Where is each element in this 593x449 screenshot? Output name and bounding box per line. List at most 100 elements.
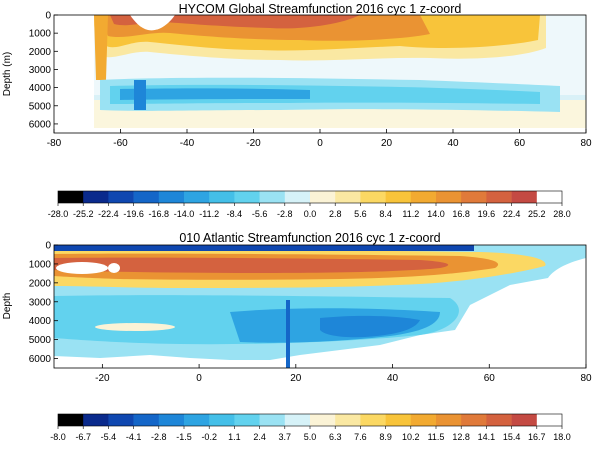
global-southern-ocean-max <box>130 15 175 31</box>
global-x-tick-label: 80 <box>580 138 592 149</box>
atlantic-colorbar-swatch <box>259 414 286 426</box>
atlantic-colorbar-label: 2.4 <box>253 432 266 442</box>
atlantic-x-tick-label: 60 <box>484 373 496 384</box>
global-colorbar-label: 8.4 <box>379 209 392 219</box>
atlantic-y-tick-label: 3000 <box>29 297 52 308</box>
global-colorbar-swatch <box>461 191 487 203</box>
atlantic-title: 010 Atlantic Streamfunction 2016 cyc 1 z… <box>179 231 440 245</box>
global-upper-positive-cell-core <box>110 15 360 29</box>
global-antarctic-cell <box>94 15 108 80</box>
global-y-tick-label: 0 <box>45 11 51 22</box>
atlantic-colorbar-swatch <box>108 414 134 426</box>
global-colorbar-swatch <box>310 191 336 203</box>
atlantic-colorbar-label: 5.0 <box>304 432 317 442</box>
atlantic-max-cell-left <box>56 262 108 274</box>
atlantic-colorbar-swatch <box>158 414 185 426</box>
atlantic-positive-lens <box>95 323 175 331</box>
global-left-land-mask <box>54 15 94 133</box>
atlantic-axes-frame <box>53 244 587 369</box>
atlantic-x-tick-label: 80 <box>580 373 592 384</box>
atlantic-deep-negative-inner <box>320 315 420 338</box>
atlantic-trench-column <box>286 300 290 368</box>
global-plot-area <box>54 15 586 133</box>
atlantic-colorbar-swatch <box>486 414 512 426</box>
global-colorbar-label: 11.2 <box>402 209 419 219</box>
global-x-tick-label: 40 <box>447 138 459 149</box>
atlantic-colorbar-swatch <box>461 414 487 426</box>
global-colorbar-swatch <box>234 191 260 203</box>
atlantic-colorbar-label: 6.3 <box>329 432 342 442</box>
atlantic-colorbar-swatch <box>360 414 386 426</box>
global-colorbar-label: -16.8 <box>149 209 170 219</box>
atlantic-plot-area <box>54 245 586 368</box>
global-colorbar-label: -25.2 <box>73 209 94 219</box>
atlantic-colorbar-swatch <box>209 414 235 426</box>
atlantic-colorbar-swatch <box>511 414 538 426</box>
global-colorbar-swatch <box>209 191 235 203</box>
atlantic-y-tick-label: 1000 <box>29 259 52 270</box>
atlantic-colorbar-swatch <box>234 414 260 426</box>
atlantic-x-tick-label: 40 <box>387 373 399 384</box>
global-colorbar-label: -5.6 <box>252 209 268 219</box>
atlantic-colorbar-label: -5.4 <box>101 432 117 442</box>
global-x-tick-label: -40 <box>180 138 195 149</box>
global-x-tick-label: 60 <box>514 138 526 149</box>
global-colorbar-swatch <box>360 191 386 203</box>
atlantic-colorbar-label: 7.6 <box>354 432 367 442</box>
atlantic-ylabel: Depth <box>2 293 13 320</box>
global-colorbar-swatch <box>158 191 185 203</box>
global-colorbar-swatch <box>184 191 210 203</box>
atlantic-colorbar: -8.0 -6.7 -5.4 -4.1 -2.8 -1.5 -0.2 1.1 2.4 3.7 5.0… <box>50 413 571 442</box>
atlantic-colorbar-swatch <box>83 414 109 426</box>
global-y-tick-label: 2000 <box>29 47 52 58</box>
global-colorbar: -28.0 -25.2 -22.4 -19.6 -16.8 -14.0 -11.2 -8.4-… <box>48 190 571 219</box>
atlantic-colorbar-swatch <box>436 414 462 426</box>
atlantic-x-tick-label: 20 <box>290 373 302 384</box>
global-y-tick-label: 3000 <box>29 65 52 76</box>
global-colorbar-swatch <box>385 191 412 203</box>
global-colorbar-label: -14.0 <box>174 209 195 219</box>
global-colorbar-label: 0.0 <box>304 209 317 219</box>
global-colorbar-label: 16.8 <box>452 209 470 219</box>
global-colorbar-label: -8.4 <box>227 209 243 219</box>
global-colorbar-label: 25.2 <box>528 209 546 219</box>
atlantic-colorbar-swatch <box>536 414 563 426</box>
global-y-tick-label: 6000 <box>29 119 52 130</box>
global-y-tick-label: 4000 <box>29 83 52 94</box>
atlantic-x-ticks: -20 0 20 40 60 80 <box>95 364 592 384</box>
global-x-tick-label: -60 <box>113 138 128 149</box>
atlantic-colorbar-label: -4.1 <box>126 432 142 442</box>
atlantic-colorbar-label: 11.5 <box>428 432 445 442</box>
atlantic-colorbar-label: 15.4 <box>503 432 521 442</box>
global-colorbar-label: 22.4 <box>503 209 521 219</box>
global-colorbar-swatch <box>486 191 512 203</box>
global-colorbar-label: -2.8 <box>277 209 293 219</box>
atlantic-colorbar-swatch <box>385 414 412 426</box>
global-colorbar-label: 2.8 <box>329 209 342 219</box>
global-colorbar-label: -19.6 <box>123 209 144 219</box>
global-deep-negative-core <box>134 80 146 110</box>
atlantic-upper-cell-inner <box>54 257 449 273</box>
global-colorbar-swatch <box>133 191 160 203</box>
atlantic-y-tick-label: 6000 <box>29 354 52 365</box>
atlantic-max-cell-small <box>108 263 120 273</box>
atlantic-colorbar-label: 8.9 <box>379 432 392 442</box>
atlantic-colorbar-label: 10.2 <box>402 432 420 442</box>
global-colorbar-swatch <box>108 191 134 203</box>
global-y-tick-label: 1000 <box>29 29 52 40</box>
global-colorbar-swatch <box>536 191 563 203</box>
atlantic-colorbar-swatch <box>410 414 437 426</box>
atlantic-colorbar-label: 12.8 <box>452 432 470 442</box>
global-colorbar-swatch <box>83 191 109 203</box>
atlantic-y-tick-label: 4000 <box>29 316 52 327</box>
global-colorbar-label: 14.0 <box>427 209 445 219</box>
global-colorbar-swatch <box>511 191 538 203</box>
global-colorbar-swatch <box>259 191 286 203</box>
global-panel: HYCOM Global Streamfunction 2016 cyc 1 z… <box>2 2 592 149</box>
global-colorbar-swatch <box>58 191 84 203</box>
atlantic-colorbar-swatch <box>184 414 210 426</box>
atlantic-colorbar-swatch <box>284 414 311 426</box>
global-colorbar-label: 28.0 <box>553 209 571 219</box>
atlantic-colorbar-label: -0.2 <box>201 432 217 442</box>
atlantic-colorbar-label: -8.0 <box>50 432 66 442</box>
